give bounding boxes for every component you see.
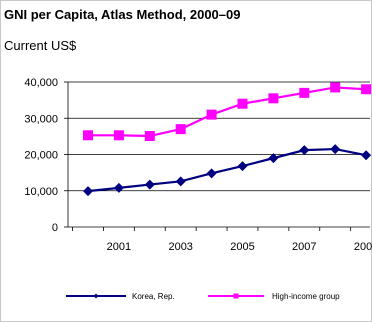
y-tick-label: 30,000 [24,113,58,125]
y-axis-tick-labels: 0 10,000 20,000 30,000 40,000 [24,77,58,234]
data-point [268,153,279,164]
x-tick-label: 2001 [107,241,131,253]
legend-item: High-income group [208,292,340,301]
data-point [237,161,248,172]
data-point [330,82,341,93]
series-line [87,147,367,193]
data-point [113,182,124,193]
data-point [83,186,93,197]
axes [64,81,370,231]
legend: Korea, Rep. High-income group [66,292,340,301]
data-point [144,179,155,190]
data-point [175,124,186,135]
legend-label: High-income group [272,292,340,301]
y-tick-label: 20,000 [24,150,58,162]
y-tick-label: 40,000 [24,77,58,89]
data-point [299,87,310,98]
data-point [175,176,186,187]
series [83,82,372,197]
x-tick-label: 2007 [292,241,316,253]
data-point [361,150,372,161]
legend-item: Korea, Rep. [66,292,175,301]
x-tick-label: 2005 [230,241,254,253]
data-point [299,145,310,156]
series-line [88,86,367,138]
data-point [268,93,279,104]
data-point [83,130,93,141]
x-tick-label: 2009 [354,241,372,253]
series-high-income [83,82,372,142]
y-tick-label: 0 [52,222,58,234]
legend-label: Korea, Rep. [132,292,175,301]
data-point [206,109,217,120]
series-korea [83,144,372,197]
data-point [144,131,155,142]
legend-swatch-marker [93,293,99,299]
legend-swatch-marker [233,293,239,299]
data-point [113,130,124,141]
x-axis-tick-labels: 2001 2003 2005 2007 2009 [107,241,372,253]
y-tick-label: 10,000 [24,186,58,198]
data-point [237,98,248,109]
data-point [361,84,372,95]
chart-title: GNI per Capita, Atlas Method, 2000–09 [4,7,241,22]
data-point [206,168,217,179]
chart-subtitle: Current US$ [4,38,77,53]
x-tick-label: 2003 [168,241,192,253]
data-point [330,144,341,155]
